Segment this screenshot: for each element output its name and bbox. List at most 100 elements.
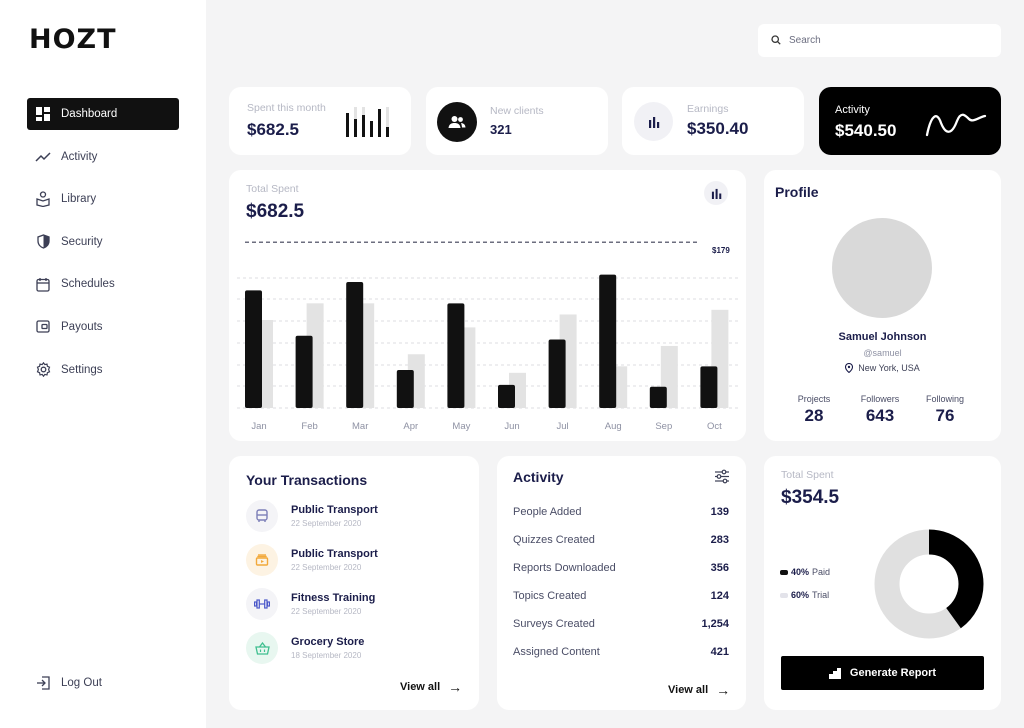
- activity-row-value: 124: [710, 590, 729, 602]
- sidebar-item-settings[interactable]: Settings: [27, 354, 179, 386]
- sidebar-item-schedules[interactable]: Schedules: [27, 268, 179, 300]
- profile-stat-label: Followers: [860, 394, 900, 404]
- search-bar: [758, 24, 1001, 57]
- donut-slice-paid: [874, 529, 984, 639]
- activity-row: Topics Created 124: [513, 590, 729, 602]
- transaction-name: Public Transport: [291, 504, 378, 516]
- logout-icon: [35, 675, 51, 691]
- chart-label: Total Spent: [246, 183, 299, 195]
- activity-row: Assigned Content 421: [513, 646, 729, 658]
- search-input[interactable]: [789, 35, 989, 46]
- mini-bars-icon: [346, 107, 389, 137]
- view-all-label: View all: [400, 681, 441, 693]
- profile-handle: @samuel: [863, 348, 902, 358]
- stat-value: $540.50: [835, 121, 897, 140]
- transaction-item[interactable]: Grocery Store 18 September 2020: [246, 632, 364, 664]
- total-spent-donut-card: Total Spent $354.5 40% Paid 60% Trial Ge…: [764, 456, 1001, 710]
- chart-bar-primary[interactable]: [498, 384, 515, 408]
- transactions-card: Your Transactions Public Transport 22 Se…: [229, 456, 479, 710]
- brand-logo[interactable]: HOZT: [29, 24, 117, 55]
- transaction-item[interactable]: Public Transport 22 September 2020: [246, 544, 378, 576]
- sidebar-nav: Dashboard Activity Library Security Sche…: [27, 98, 179, 396]
- chart-bar-primary[interactable]: [548, 339, 566, 408]
- transaction-name: Grocery Store: [291, 636, 365, 648]
- chart-bar-primary[interactable]: [346, 282, 364, 408]
- sidebar-item-label: Dashboard: [61, 108, 118, 120]
- chart-bar-primary[interactable]: [649, 386, 667, 408]
- legend-swatch: [780, 592, 788, 598]
- sidebar-item-label: Payouts: [61, 320, 103, 333]
- legend-trial-pct: 60%: [791, 590, 810, 600]
- activity-card: Activity People Added 139 Quizzes Created…: [497, 456, 746, 710]
- avatar[interactable]: [832, 218, 932, 318]
- shield-icon: [35, 234, 51, 250]
- chart-bar-primary[interactable]: [396, 370, 414, 408]
- sidebar-item-payouts[interactable]: Payouts: [27, 311, 179, 343]
- sidebar-item-dashboard[interactable]: Dashboard: [27, 98, 179, 130]
- transaction-item[interactable]: Fitness Training 22 September 2020: [246, 588, 375, 620]
- activity-row-label: Reports Downloaded: [513, 562, 616, 574]
- profile-name: Samuel Johnson: [838, 331, 927, 343]
- users-icon: [437, 102, 477, 142]
- activity-row-label: Surveys Created: [513, 618, 595, 630]
- activity-row-value: 139: [710, 506, 729, 518]
- chart-options-button[interactable]: [704, 181, 728, 205]
- activity-view-all-link[interactable]: View all →: [668, 682, 730, 698]
- chart-bar-primary[interactable]: [700, 366, 718, 408]
- profile-stat-value: 76: [935, 406, 955, 425]
- sidebar-item-label: Library: [61, 193, 97, 206]
- transactions-title: Your Transactions: [246, 472, 368, 488]
- profile-location: New York, USA: [764, 363, 1001, 373]
- filter-sliders-icon[interactable]: [714, 469, 730, 489]
- activity-row-value: 1,254: [701, 618, 729, 630]
- stat-card-spent[interactable]: Spent this month $682.5: [229, 87, 411, 155]
- chart-bar-primary[interactable]: [447, 303, 465, 408]
- library-icon: [35, 191, 51, 208]
- ticket-icon: [246, 544, 278, 576]
- sidebar-item-label: Schedules: [61, 278, 115, 291]
- activity-row-label: Assigned Content: [513, 646, 600, 658]
- activity-row-label: People Added: [513, 506, 582, 518]
- profile-stat-value: 643: [865, 406, 895, 425]
- logout-button[interactable]: Log Out: [35, 675, 102, 691]
- sidebar-item-activity[interactable]: Activity: [27, 141, 179, 173]
- profile-stat-value: 28: [804, 406, 824, 425]
- profile-stat-projects: Projects 28: [784, 394, 844, 426]
- sidebar-item-label: Security: [61, 235, 103, 248]
- chart-bar-primary[interactable]: [599, 274, 617, 408]
- activity-row-value: 356: [710, 562, 729, 574]
- transaction-date: 18 September 2020: [291, 651, 362, 660]
- sidebar-item-security[interactable]: Security: [27, 226, 179, 258]
- x-tick-label: Oct: [707, 421, 722, 432]
- stat-card-activity[interactable]: Activity $540.50: [819, 87, 1001, 155]
- chart-bar-primary[interactable]: [245, 290, 262, 408]
- activity-row: Surveys Created 1,254: [513, 618, 729, 630]
- donut-chart: [874, 529, 984, 639]
- stat-card-clients[interactable]: New clients 321: [426, 87, 608, 155]
- profile-stat-following: Following 76: [915, 394, 975, 426]
- profile-stat-followers: Followers 643: [850, 394, 910, 426]
- activity-row-value: 421: [710, 646, 729, 658]
- profile-title: Profile: [775, 184, 819, 200]
- chart-bar-primary[interactable]: [295, 335, 313, 408]
- calendar-icon: [35, 276, 51, 292]
- donut-value: $354.5: [781, 487, 840, 508]
- profile-location-text: New York, USA: [858, 363, 920, 373]
- search-icon: [771, 32, 781, 50]
- activity-row: Reports Downloaded 356: [513, 562, 729, 574]
- sidebar-item-label: Settings: [61, 363, 103, 376]
- stat-label: Earnings: [687, 103, 729, 115]
- transaction-date: 22 September 2020: [291, 563, 362, 572]
- x-tick-label: Mar: [352, 421, 368, 432]
- legend-paid: 40% Paid: [780, 567, 830, 577]
- x-tick-label: Feb: [301, 421, 317, 432]
- transactions-view-all-link[interactable]: View all →: [400, 679, 462, 695]
- transaction-item[interactable]: Public Transport 22 September 2020: [246, 500, 378, 532]
- sidebar-item-label: Activity: [61, 150, 98, 163]
- activity-row: Quizzes Created 283: [513, 534, 729, 546]
- generate-report-button[interactable]: Generate Report: [781, 656, 984, 690]
- stat-card-earnings[interactable]: Earnings $350.40: [622, 87, 804, 155]
- sidebar-item-library[interactable]: Library: [27, 183, 179, 215]
- sparkline-icon: [925, 113, 987, 137]
- transaction-date: 22 September 2020: [291, 607, 362, 616]
